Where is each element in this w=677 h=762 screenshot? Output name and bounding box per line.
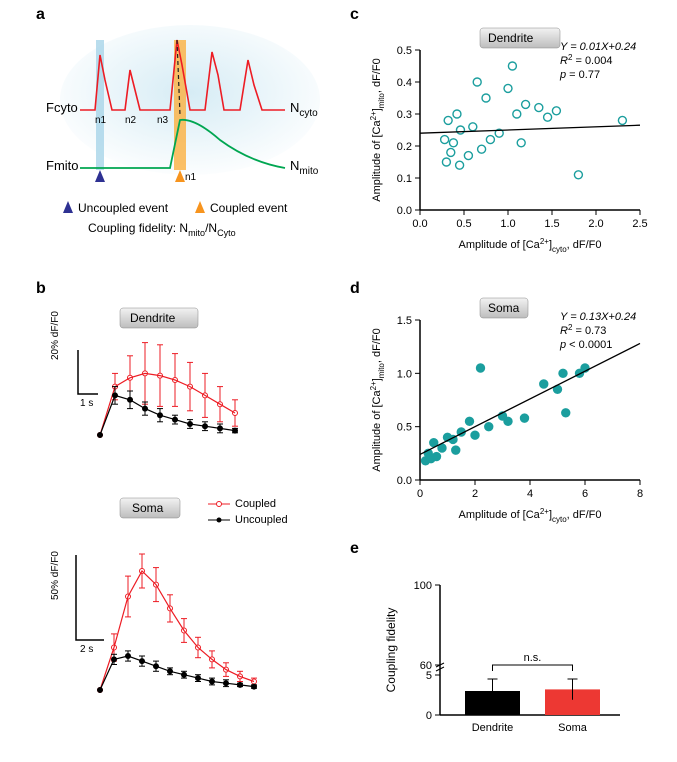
legend-uncoupled-icon bbox=[63, 201, 73, 213]
n1-label: n1 bbox=[95, 115, 107, 126]
panel-b-traces: Dendrite 20% dF/F0 1 s Soma Coupled Uncoupled… bbox=[40, 300, 340, 740]
svg-text:p = 0.77: p = 0.77 bbox=[559, 69, 600, 81]
legend-coupled-text: Coupled event bbox=[210, 201, 288, 215]
svg-text:p < 0.0001: p < 0.0001 bbox=[559, 339, 612, 351]
n2-label: n2 bbox=[125, 115, 137, 126]
svg-text:0.0: 0.0 bbox=[397, 205, 412, 217]
svg-text:2: 2 bbox=[472, 488, 478, 500]
svg-text:1 s: 1 s bbox=[80, 398, 93, 409]
svg-text:0: 0 bbox=[417, 488, 423, 500]
svg-text:1.0: 1.0 bbox=[397, 368, 412, 380]
svg-text:50% dF/F0: 50% dF/F0 bbox=[50, 551, 61, 600]
svg-text:0.0: 0.0 bbox=[397, 475, 412, 487]
svg-text:Uncoupled: Uncoupled bbox=[235, 514, 288, 526]
uncoupled-marker-icon bbox=[95, 170, 105, 182]
svg-text:Dendrite: Dendrite bbox=[472, 722, 514, 734]
svg-text:1.5: 1.5 bbox=[544, 218, 559, 230]
svg-text:Y = 0.13X+0.24: Y = 0.13X+0.24 bbox=[560, 311, 636, 323]
panel-c-label: c bbox=[350, 6, 359, 24]
svg-text:60: 60 bbox=[420, 660, 432, 672]
svg-text:2.0: 2.0 bbox=[588, 218, 603, 230]
svg-text:0.0: 0.0 bbox=[412, 218, 427, 230]
svg-text:Soma: Soma bbox=[558, 722, 588, 734]
svg-text:Amplitude of [Ca2+]cyto, dF/F0: Amplitude of [Ca2+]cyto, dF/F0 bbox=[458, 507, 601, 524]
svg-text:Coupling fidelity: Coupling fidelity bbox=[384, 608, 398, 693]
svg-text:0.5: 0.5 bbox=[397, 45, 412, 57]
svg-text:R2 = 0.004: R2 = 0.004 bbox=[560, 53, 612, 67]
dendrite-badge: Dendrite bbox=[130, 311, 176, 325]
fcyto-label: Fcyto bbox=[46, 100, 78, 115]
legend-uncoupled-text: Uncoupled event bbox=[78, 201, 169, 215]
svg-text:Soma: Soma bbox=[488, 301, 520, 315]
svg-text:2.5: 2.5 bbox=[632, 218, 647, 230]
svg-text:0.1: 0.1 bbox=[397, 173, 412, 185]
panel-c-scatter: 0.0 0.5 1.0 1.5 2.0 2.5 0.0 0.1 0.2 0.3 0.4 0.5 Dend… bbox=[360, 10, 670, 270]
n1-mito-label: n1 bbox=[185, 172, 197, 183]
nmito-label: Nmito bbox=[290, 158, 319, 177]
svg-text:0.5: 0.5 bbox=[397, 422, 412, 434]
panel-d-scatter: 0 2 4 6 8 0.0 0.5 1.0 1.5 Soma Y = 0.13X+0.24R2 = … bbox=[360, 280, 670, 540]
svg-text:Coupled: Coupled bbox=[235, 498, 276, 510]
fidelity-text: Coupling fidelity: Nmito/NCyto bbox=[88, 221, 236, 238]
soma-badge: Soma bbox=[132, 501, 164, 515]
svg-text:Y = 0.01X+0.24: Y = 0.01X+0.24 bbox=[560, 41, 636, 53]
svg-text:Amplitude of [Ca2+]mito, dF/F0: Amplitude of [Ca2+]mito, dF/F0 bbox=[369, 58, 386, 201]
svg-text:4: 4 bbox=[527, 488, 533, 500]
svg-text:Amplitude of [Ca2+]mito, dF/F0: Amplitude of [Ca2+]mito, dF/F0 bbox=[369, 328, 386, 471]
fmito-label: Fmito bbox=[46, 158, 79, 173]
svg-text:0.3: 0.3 bbox=[397, 109, 412, 121]
panel-e-bars: 0560100DendriteSoman.s.Coupling fidelity bbox=[360, 555, 670, 755]
svg-text:Amplitude of [Ca2+]cyto, dF/F0: Amplitude of [Ca2+]cyto, dF/F0 bbox=[458, 237, 601, 254]
svg-text:6: 6 bbox=[582, 488, 588, 500]
svg-text:0.2: 0.2 bbox=[397, 141, 412, 153]
svg-text:R2 = 0.73: R2 = 0.73 bbox=[560, 323, 606, 337]
svg-text:Dendrite: Dendrite bbox=[488, 31, 534, 45]
svg-text:1.0: 1.0 bbox=[500, 218, 515, 230]
svg-text:2 s: 2 s bbox=[80, 644, 93, 655]
panel-b-label: b bbox=[36, 280, 46, 298]
svg-text:0.4: 0.4 bbox=[397, 77, 412, 89]
panel-a-diagram: Fcyto Fmito Ncyto Nmito n1 n2 n3 n1 Unco… bbox=[40, 20, 330, 270]
svg-text:8: 8 bbox=[637, 488, 643, 500]
svg-text:20% dF/F0: 20% dF/F0 bbox=[50, 311, 61, 360]
svg-text:1.5: 1.5 bbox=[397, 315, 412, 327]
n3-label: n3 bbox=[157, 115, 169, 126]
panel-e-label: e bbox=[350, 540, 359, 558]
svg-text:0: 0 bbox=[426, 710, 432, 722]
panel-d-label: d bbox=[350, 280, 360, 298]
svg-text:100: 100 bbox=[414, 580, 432, 592]
svg-text:0.5: 0.5 bbox=[456, 218, 471, 230]
legend-coupled-icon bbox=[195, 201, 205, 213]
svg-text:n.s.: n.s. bbox=[524, 652, 542, 664]
